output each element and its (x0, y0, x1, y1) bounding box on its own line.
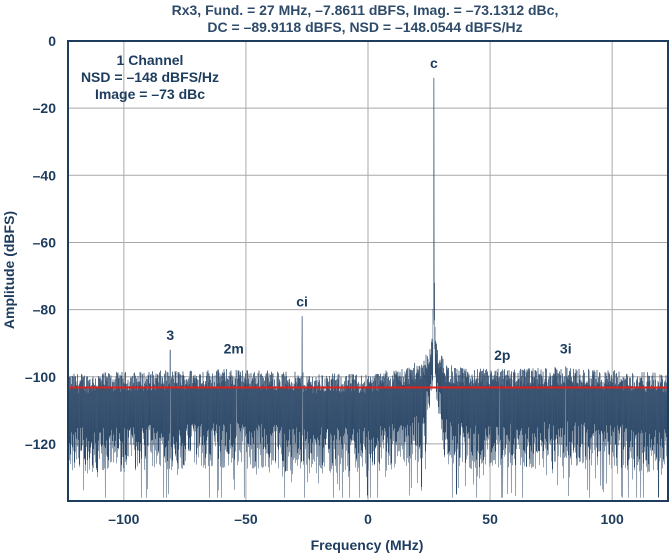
y-tick-label: –60 (33, 234, 57, 250)
y-tick-label: –120 (25, 436, 56, 452)
spectrum-trace (67, 77, 669, 498)
y-tick-label: 0 (48, 33, 56, 49)
chart-title-line-2: DC = –89.9118 dBFS, NSD = –148.0544 dBFS… (207, 19, 522, 35)
info-box-line-3: Image = –73 dBc (95, 86, 205, 102)
info-box-line-1: 1 Channel (117, 52, 184, 68)
x-tick-label: –100 (108, 511, 139, 527)
info-box: 1 Channel NSD = –148 dBFS/Hz Image = –73… (81, 52, 219, 102)
x-tick-label: 50 (482, 511, 498, 527)
x-tick-label: 0 (364, 511, 372, 527)
plot-frame (67, 40, 669, 502)
plot-area (67, 77, 669, 498)
y-tick-labels: 0 –20 –40 –60 –80 –100 –120 (25, 33, 56, 452)
x-tick-labels: –100 –50 0 50 100 (108, 511, 624, 527)
y-tick-label: –80 (33, 302, 57, 318)
y-tick-label: –40 (33, 167, 57, 183)
spur-label: 3i (560, 340, 572, 356)
spur-label: 2p (494, 347, 510, 363)
y-tick-label: –20 (33, 100, 57, 116)
x-axis-title: Frequency (MHz) (311, 537, 424, 553)
spur-label: 3 (166, 327, 174, 343)
x-tick-label: 100 (600, 511, 624, 527)
x-tick-label: –50 (234, 511, 258, 527)
y-axis-title: Amplitude (dBFS) (1, 211, 17, 329)
info-box-line-2: NSD = –148 dBFS/Hz (81, 69, 219, 85)
spur-annotations: c ci 3 2m 2p 3i (166, 55, 571, 363)
spur-label: c (430, 55, 438, 71)
y-tick-label: –100 (25, 369, 56, 385)
spur-label: 2m (224, 340, 244, 356)
chart-title-line-1: Rx3, Fund. = 27 MHz, –7.8611 dBFS, Imag.… (172, 2, 559, 18)
spur-label: ci (296, 293, 308, 309)
